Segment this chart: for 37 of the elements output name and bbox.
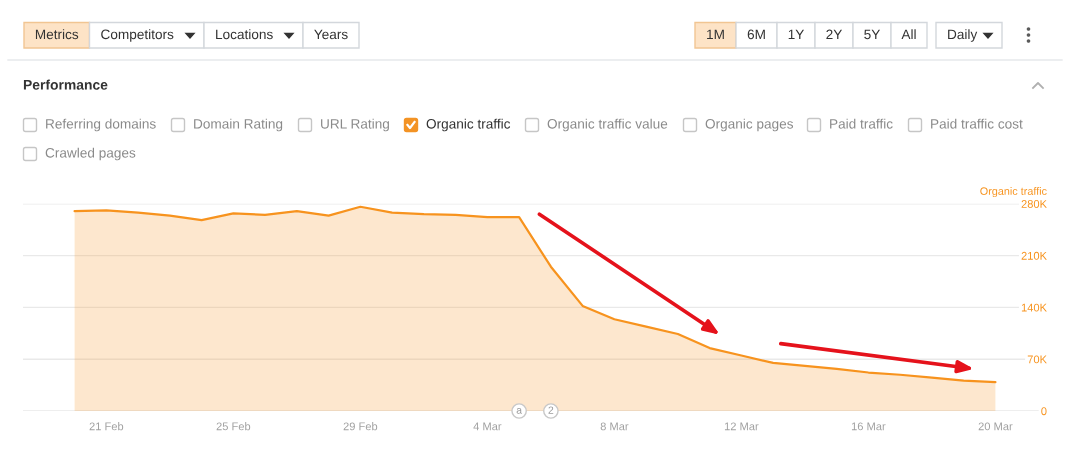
x-tick-label: 29 Feb [343, 422, 378, 431]
chart-title: Performance [23, 79, 108, 90]
text: Organic traffic value [547, 118, 668, 132]
x-tick-label: 25 Feb [216, 422, 251, 431]
text: 6M [747, 29, 765, 40]
x-tick-label: 21 Feb [89, 422, 124, 431]
text: 5Y [864, 29, 881, 40]
text: Organic pages [705, 118, 794, 132]
text: Metrics [35, 29, 79, 40]
text: Daily [948, 29, 978, 42]
annotation: 2 [548, 406, 554, 414]
text: Domain Rating [194, 118, 283, 132]
text: Crawled pages [45, 147, 136, 161]
text: Competitors [101, 29, 174, 42]
y-tick-label: 280K [1021, 200, 1047, 208]
y-tick-label: 210K [1021, 251, 1047, 260]
text: Years [314, 29, 348, 40]
text: All [901, 29, 916, 40]
text: Locations [216, 29, 273, 40]
x-tick-label: 4 Mar [473, 422, 502, 431]
x-tick-label: 12 Mar [724, 422, 759, 431]
text: 2Y [826, 29, 843, 40]
y-tick-label: 0 [1041, 407, 1047, 416]
text: 1Y [788, 29, 805, 40]
annotation: a [516, 408, 523, 414]
text: Referring domains [46, 118, 156, 132]
y-axis-title: Organic traffic [980, 187, 1047, 198]
y-tick-label: 140K [1021, 303, 1047, 312]
text: Paid traffic cost [931, 118, 1023, 129]
text: Paid traffic [830, 118, 893, 129]
x-tick-label: 20 Mar [978, 422, 1013, 431]
x-tick-label: 16 Mar [851, 422, 886, 431]
x-tick-label: 8 Mar [600, 422, 629, 431]
y-tick-label: 70K [1027, 355, 1047, 364]
text: 1M [707, 29, 724, 40]
text: URL Rating [321, 118, 389, 132]
text: Organic traffic [426, 118, 511, 132]
